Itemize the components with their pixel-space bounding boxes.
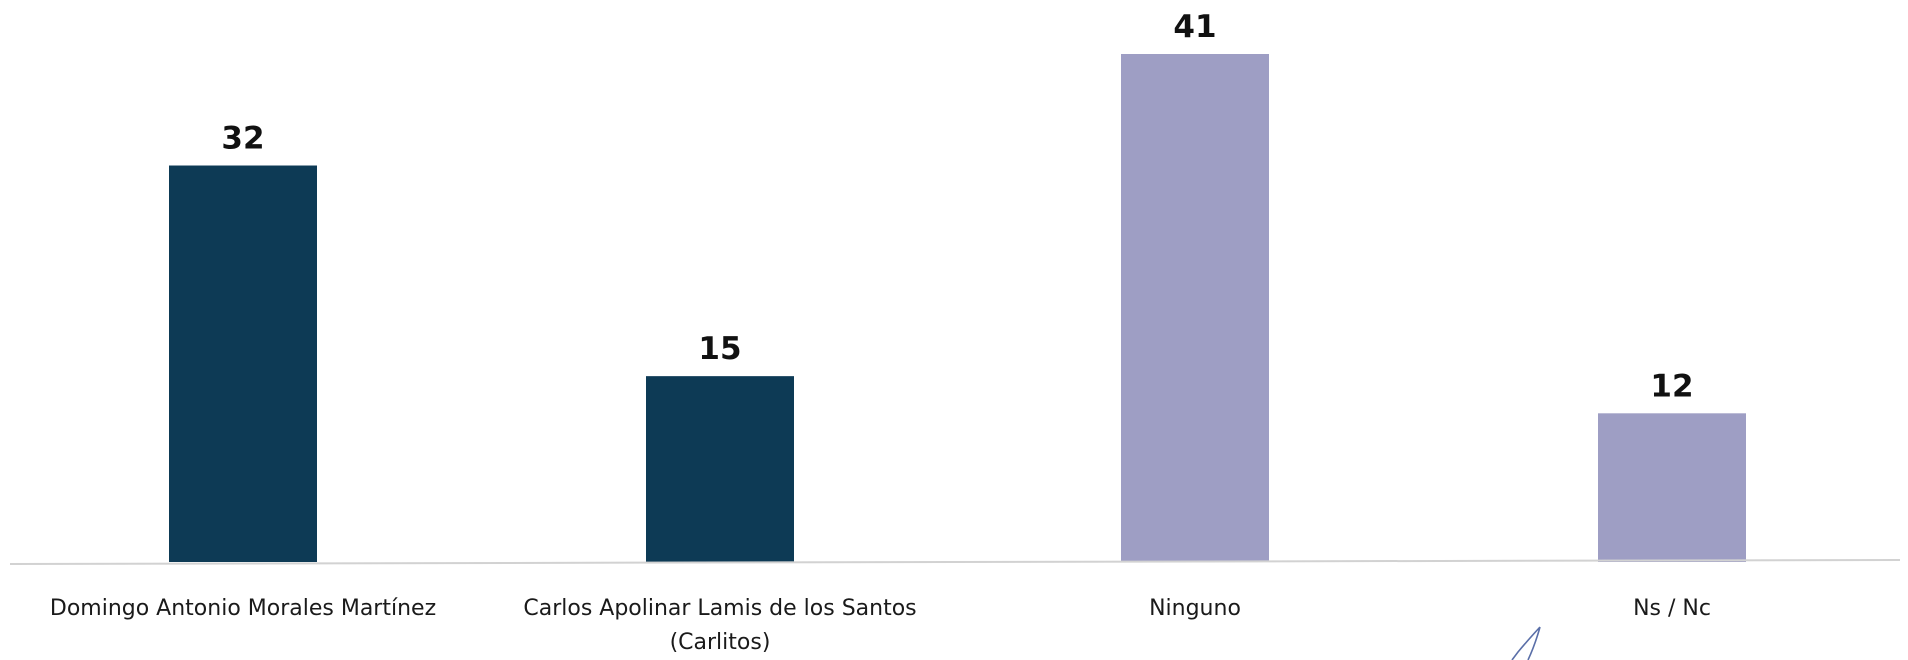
category-label: Ns / Nc	[1633, 596, 1711, 621]
x-axis-baseline	[9, 559, 1901, 565]
category-label: Carlos Apolinar Lamis de los Santos	[523, 596, 916, 621]
bar	[169, 165, 317, 562]
category-label: (Carlitos)	[670, 630, 771, 655]
bar	[1598, 413, 1746, 562]
bar-value-label: 32	[221, 121, 264, 157]
bars	[169, 54, 1746, 562]
bar-value-label: 12	[1650, 368, 1693, 404]
category-labels: Domingo Antonio Morales Martínez Carlos A…	[50, 596, 1711, 655]
category-label: Ninguno	[1149, 596, 1241, 621]
bar-value-label: 41	[1173, 9, 1216, 45]
bar-value-label: 15	[698, 331, 741, 367]
value-labels: 32 15 41 12	[221, 9, 1693, 404]
bar	[1121, 54, 1269, 562]
bar	[646, 376, 794, 562]
category-label: Domingo Antonio Morales Martínez	[50, 596, 436, 621]
pen-stroke-mark	[1511, 626, 1541, 660]
